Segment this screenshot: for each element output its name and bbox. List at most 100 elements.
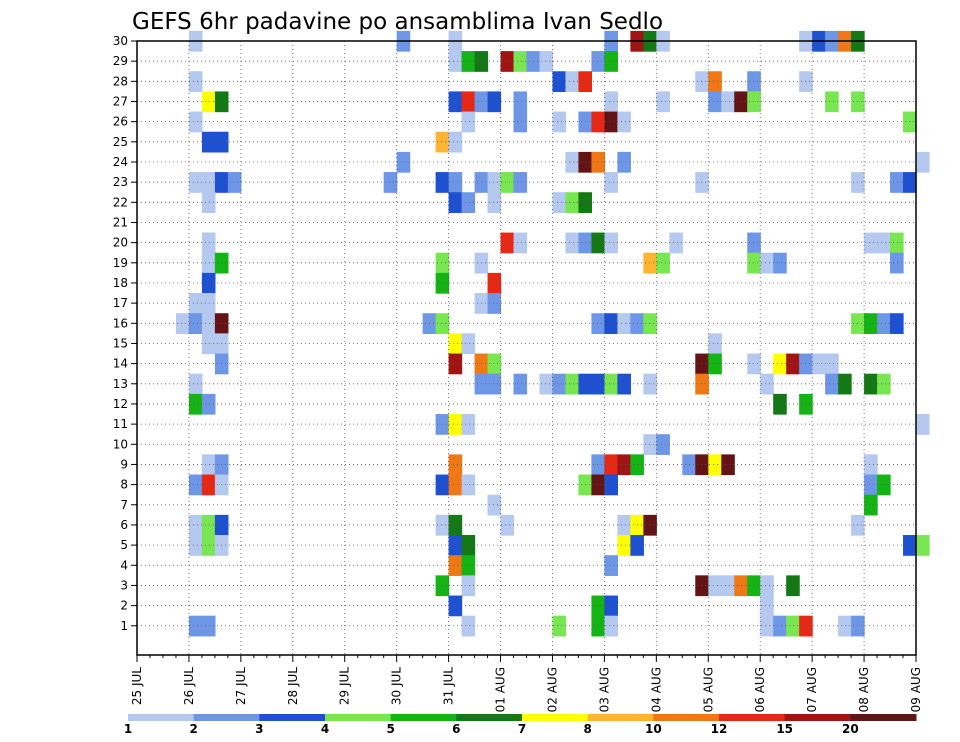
heatmap-cell bbox=[435, 474, 450, 496]
colorbar-swatch bbox=[325, 714, 392, 721]
heatmap-cell bbox=[188, 111, 203, 133]
heatmap-cell bbox=[513, 51, 528, 72]
heatmap-cell bbox=[643, 313, 657, 334]
x-tick-label: 31 JUL bbox=[442, 667, 456, 705]
heatmap-cell bbox=[565, 151, 580, 173]
heatmap-cell bbox=[461, 555, 476, 576]
colorbar-swatch bbox=[390, 714, 457, 721]
x-tick-label: 28 JUL bbox=[286, 667, 300, 705]
heatmap-cell bbox=[175, 313, 190, 334]
heatmap-cell bbox=[539, 51, 554, 72]
y-tick-label: 4 bbox=[120, 558, 128, 572]
heatmap-cell bbox=[695, 373, 709, 395]
heatmap-cell bbox=[201, 232, 216, 254]
heatmap-cell bbox=[201, 91, 216, 113]
heatmap-cell bbox=[435, 575, 450, 597]
heatmap-cell bbox=[812, 353, 826, 375]
heatmap-cell bbox=[448, 414, 463, 435]
heatmap-cell bbox=[513, 111, 528, 133]
colorbar-label: 15 bbox=[776, 722, 793, 736]
heatmap-cell bbox=[695, 172, 709, 193]
heatmap-cell bbox=[643, 373, 657, 395]
heatmap-cell bbox=[513, 91, 528, 113]
heatmap-cell bbox=[487, 353, 502, 375]
heatmap-cell bbox=[487, 494, 502, 516]
x-tick-label: 07 AUG bbox=[805, 667, 819, 712]
heatmap-cell bbox=[695, 454, 709, 476]
heatmap-cell bbox=[591, 111, 605, 133]
heatmap-cell bbox=[773, 393, 787, 415]
heatmap-cell bbox=[188, 514, 203, 536]
heatmap-cell bbox=[591, 615, 605, 637]
heatmap-cell bbox=[448, 131, 463, 153]
heatmap-cell bbox=[695, 575, 709, 597]
heatmap-cell bbox=[591, 373, 605, 395]
heatmap-cell bbox=[721, 91, 735, 113]
heatmap-cell bbox=[435, 313, 450, 334]
colorbar-label: 4 bbox=[321, 722, 329, 736]
x-tick-label: 27 JUL bbox=[234, 667, 248, 705]
y-tick-label: 24 bbox=[113, 155, 128, 169]
colorbar-swatch bbox=[128, 714, 195, 721]
heatmap-cell bbox=[916, 151, 930, 173]
heatmap-cell bbox=[201, 333, 216, 355]
heatmap-cell bbox=[565, 71, 580, 93]
heatmap-cell bbox=[604, 313, 618, 334]
heatmap-cell bbox=[461, 111, 476, 133]
heatmap-cell bbox=[604, 232, 618, 254]
heatmap-cell bbox=[656, 434, 670, 455]
x-tick-label: 02 AUG bbox=[545, 667, 559, 712]
heatmap-cell bbox=[552, 373, 567, 395]
heatmap-cell bbox=[695, 353, 709, 375]
heatmap-cell bbox=[617, 151, 631, 173]
heatmap-cell bbox=[201, 393, 216, 415]
heatmap-cell bbox=[201, 252, 216, 274]
heatmap-cell bbox=[539, 373, 554, 395]
colorbar-label: 7 bbox=[518, 722, 526, 736]
heatmap-cell bbox=[448, 595, 463, 617]
heatmap-cell bbox=[708, 353, 722, 375]
heatmap-cell bbox=[552, 71, 567, 93]
y-tick-label: 12 bbox=[113, 397, 128, 411]
heatmap-cell bbox=[591, 151, 605, 173]
heatmap-cell bbox=[604, 595, 618, 617]
heatmap-cell bbox=[773, 615, 787, 637]
colorbar-label: 2 bbox=[189, 722, 197, 736]
colorbar-swatch bbox=[456, 714, 523, 721]
heatmap-cell bbox=[604, 474, 618, 496]
heatmap-cell bbox=[877, 232, 891, 254]
heatmap-cell bbox=[669, 232, 683, 254]
heatmap-cell bbox=[487, 293, 502, 314]
colorbar-swatch bbox=[784, 714, 851, 721]
y-tick-label: 21 bbox=[113, 215, 128, 229]
y-tick-label: 23 bbox=[113, 175, 128, 189]
colorbar-label: 12 bbox=[711, 722, 728, 736]
heatmap-cell bbox=[604, 555, 618, 576]
heatmap-cell bbox=[747, 353, 761, 375]
heatmap-cell bbox=[201, 514, 216, 536]
heatmap-cell bbox=[708, 71, 722, 93]
colorbar: 1 2 3 4 5 6 7 8 10 12 15 20 bbox=[124, 714, 917, 736]
heatmap-cell bbox=[201, 313, 216, 334]
heatmap-cell bbox=[448, 333, 463, 355]
heatmap-cell bbox=[461, 333, 476, 355]
heatmap-cell bbox=[500, 232, 515, 254]
heatmap-cell bbox=[617, 313, 631, 334]
heatmap-cell bbox=[708, 91, 722, 113]
heatmap-cell bbox=[188, 373, 203, 395]
heatmap-cell bbox=[188, 172, 203, 193]
heatmap-cell bbox=[890, 232, 904, 254]
heatmap-cell bbox=[201, 131, 216, 153]
heatmap-cell bbox=[773, 353, 787, 375]
heatmap-cell bbox=[656, 252, 670, 274]
heatmap-cell bbox=[487, 272, 502, 294]
y-tick-label: 22 bbox=[113, 195, 128, 209]
heatmap-cell bbox=[825, 353, 839, 375]
y-tick-label: 10 bbox=[113, 437, 128, 451]
y-tick-label: 3 bbox=[120, 578, 128, 592]
heatmap-cell bbox=[500, 514, 515, 536]
heatmap-cell bbox=[435, 131, 450, 153]
heatmap-cell bbox=[708, 333, 722, 355]
heatmap-cell bbox=[201, 474, 216, 496]
